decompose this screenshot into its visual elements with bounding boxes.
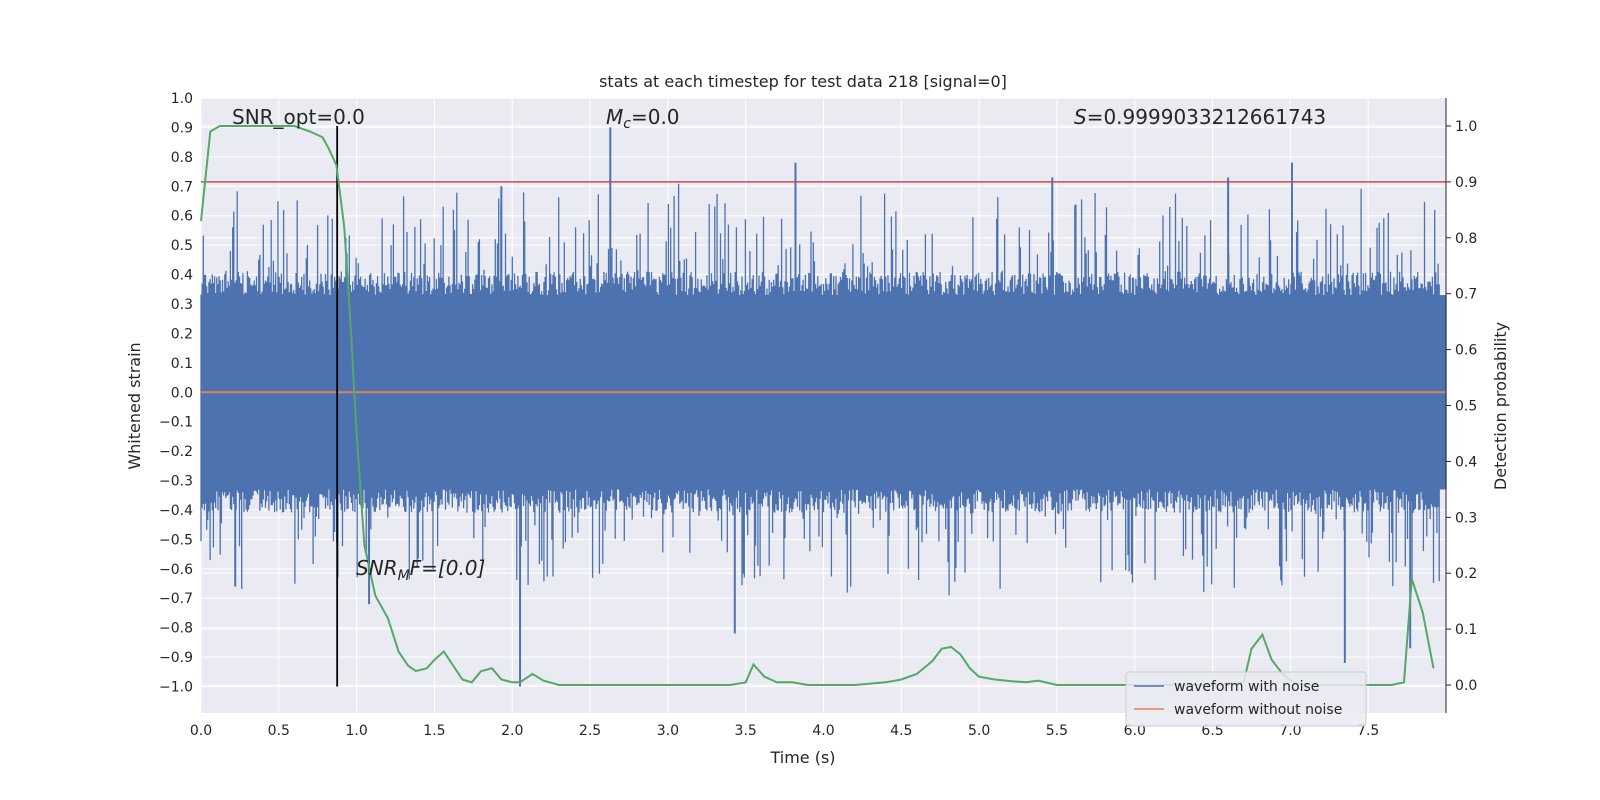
score-annotation: S=0.9999033212661743: [1074, 105, 1326, 129]
y-left-tick-label: −0.5: [159, 532, 193, 548]
chirp-mass-value: =0.0: [631, 105, 680, 129]
x-tick-label: 0.5: [268, 723, 290, 739]
y-left-tick-label: 0.2: [171, 326, 193, 342]
y-right-tick-label: 0.6: [1455, 343, 1477, 359]
y-right-tick-label: 0.5: [1455, 399, 1477, 415]
legend-clean-label: waveform without noise: [1174, 702, 1342, 718]
snr-mf-subscript: M: [398, 568, 410, 584]
y-left-tick-label: 0.3: [171, 297, 193, 313]
y-left-tick-label: −0.2: [159, 444, 193, 460]
x-tick-label: 5.0: [968, 723, 990, 739]
x-tick-label: 7.5: [1357, 723, 1379, 739]
y-right-tick-label: 0.8: [1455, 231, 1477, 247]
chirp-mass-symbol: M: [606, 105, 623, 129]
y-right-tick-label: 0.1: [1455, 622, 1477, 638]
y-right-tick-label: 0.3: [1455, 510, 1477, 526]
x-tick-label: 4.0: [812, 723, 834, 739]
y-left-tick-label: 0.9: [171, 120, 193, 136]
y-right-tick-label: 0.9: [1455, 175, 1477, 191]
x-tick-label: 0.0: [190, 723, 212, 739]
y-left-tick-label: −0.4: [159, 503, 193, 519]
legend-noise-label: waveform with noise: [1174, 679, 1319, 695]
chirp-mass-annotation: Mc=0.0: [606, 105, 680, 132]
y-left-tick-label: −0.1: [159, 415, 193, 431]
x-tick-label: 6.0: [1124, 723, 1146, 739]
x-tick-label: 1.0: [345, 723, 367, 739]
snr-mf-annotation: SNRMF=[0.0]: [356, 556, 485, 584]
legend: waveform with noise waveform without noi…: [1125, 671, 1367, 727]
axes: 1.0 0.9 0.8 0.7 0.6 0.5 0.4 0.3 0.2 0.1 0.0 −0.1 −0.…: [159, 91, 1477, 739]
score-symbol: S: [1074, 105, 1087, 129]
snr-mf-rest: F=[0.0]: [410, 556, 486, 580]
x-axis-title: Time (s): [769, 748, 835, 767]
y-left-tick-label: −0.8: [159, 621, 193, 637]
y-right-tick-label: 0.4: [1455, 454, 1477, 470]
x-tick-label: 2.5: [579, 723, 601, 739]
snr-opt-annotation: SNR_opt=0.0: [232, 105, 365, 129]
x-tick-label: 2.0: [501, 723, 523, 739]
legend-box: [1125, 671, 1367, 727]
chart-title: stats at each timestep for test data 218…: [599, 72, 1007, 91]
x-tick-label: 6.5: [1201, 723, 1223, 739]
y-left-tick-label: 0.5: [171, 238, 193, 254]
y-right-tick-label: 1.0: [1455, 119, 1477, 135]
y-left-tick-label: 0.6: [171, 209, 193, 225]
x-tick-label: 3.5: [735, 723, 757, 739]
y-left-tick-label: 1.0: [171, 91, 193, 107]
y-left-tick-label: 0.7: [171, 179, 193, 195]
y-left-tick-label: −1.0: [159, 680, 193, 696]
y-right-tick-label: 0.0: [1455, 678, 1477, 694]
chirp-mass-subscript: c: [623, 116, 631, 132]
score-value: =0.9999033212661743: [1087, 105, 1326, 129]
x-tick-label: 5.5: [1046, 723, 1068, 739]
y-left-tick-label: −0.9: [159, 650, 193, 666]
y-left-tick-label: 0.8: [171, 150, 193, 166]
y-right-tick-label: 0.7: [1455, 287, 1477, 303]
y-left-tick-label: −0.3: [159, 474, 193, 490]
y-left-tick-label: 0.0: [171, 385, 193, 401]
y-axis-right-title: Detection probability: [1491, 322, 1510, 490]
x-tick-label: 4.5: [890, 723, 912, 739]
y-left-tick-label: −0.6: [159, 562, 193, 578]
y-left-tick-label: 0.4: [171, 268, 193, 284]
y-left-tick-label: −0.7: [159, 591, 193, 607]
y-right-tick-label: 0.2: [1455, 566, 1477, 582]
snr-mf-main: SNR: [356, 556, 398, 580]
y-left-tick-label: 0.1: [171, 356, 193, 372]
x-tick-label: 3.0: [657, 723, 679, 739]
x-tick-label: 7.0: [1279, 723, 1301, 739]
x-tick-label: 1.5: [423, 723, 445, 739]
y-axis-left-title: Whitened strain: [125, 342, 144, 469]
